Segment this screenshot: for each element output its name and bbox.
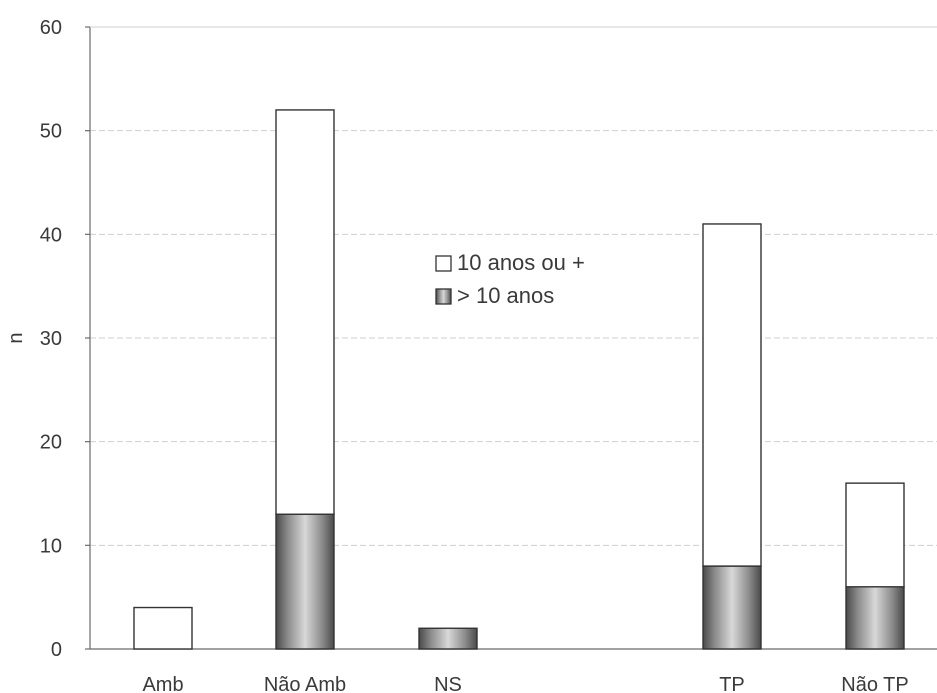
bar-segment-10ormore-0	[133, 606, 193, 650]
legend-swatch-0	[435, 255, 452, 272]
bar-segment-10ormore-5	[845, 482, 905, 588]
y-tick-label: 40	[40, 224, 62, 246]
axes	[85, 26, 937, 650]
y-tick-label: 30	[40, 328, 62, 350]
y-tick-label: 60	[40, 17, 62, 39]
bar-segment-gt10-1	[275, 513, 335, 650]
bar-segment-gt10-4	[702, 565, 762, 650]
y-tick-label: 20	[40, 432, 62, 454]
y-axis-title: n	[5, 332, 27, 343]
bar-segment-gt10-5	[845, 586, 905, 650]
legend: 10 anos ou + > 10 anos	[435, 250, 585, 308]
bars	[133, 109, 905, 650]
legend-label-1: > 10 anos	[457, 283, 554, 308]
y-tick-label: 50	[40, 121, 62, 143]
bar-segment-gt10-2	[418, 627, 478, 650]
legend-swatch-1	[435, 288, 452, 305]
bar-segment-10ormore-1	[275, 109, 335, 515]
x-category-label: NS	[434, 674, 462, 693]
x-category-label: Não Amb	[264, 674, 346, 693]
x-category-label: Não TP	[841, 674, 908, 693]
x-category-label: Amb	[142, 674, 183, 693]
labels: 0 10 20 30 40 50 60 n Amb Não Amb NS TP Não TP	[5, 17, 909, 693]
bar-segment-10ormore-4	[702, 223, 762, 567]
y-tick-label: 10	[40, 535, 62, 557]
x-category-label: TP	[719, 674, 745, 693]
legend-label-0: 10 anos ou +	[457, 250, 585, 275]
y-tick-label: 0	[51, 639, 62, 661]
